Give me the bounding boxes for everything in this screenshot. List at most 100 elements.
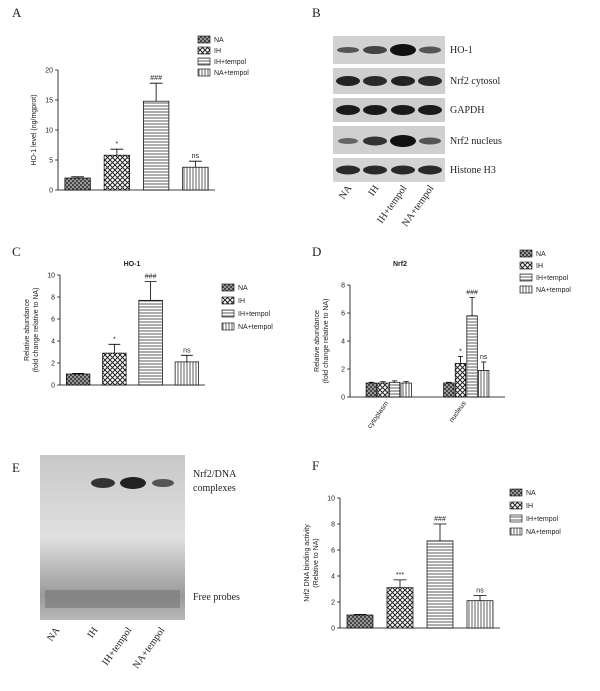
error-bar xyxy=(72,373,85,374)
legend-label: NA+tempol xyxy=(536,287,571,294)
legend-label: NA xyxy=(526,490,536,497)
y-tick-label: 2 xyxy=(331,600,335,607)
legend-swatch xyxy=(197,68,211,77)
gel-lane-label: NA+tempol xyxy=(131,625,168,671)
error-bar xyxy=(71,176,85,178)
chart-title: HO-1 xyxy=(124,261,141,268)
error-bar xyxy=(188,160,202,168)
y-tick-label: 6 xyxy=(51,317,55,324)
panel-label: B xyxy=(312,5,321,20)
error-bar xyxy=(180,354,193,362)
bar xyxy=(103,154,130,191)
legend-label: NA+tempol xyxy=(238,324,273,331)
y-tick-label: 4 xyxy=(51,339,55,346)
gel-lane-label: NA xyxy=(45,625,63,644)
y-tick-label: 0 xyxy=(49,188,53,195)
legend-swatch xyxy=(197,57,211,66)
bar xyxy=(102,352,127,386)
legend-label: IH+tempol xyxy=(526,516,559,523)
legend-swatch xyxy=(509,514,523,523)
y-tick-label: 6 xyxy=(331,548,335,555)
legend-swatch xyxy=(221,296,235,305)
x-tick-label: nucleus xyxy=(448,400,468,424)
bar xyxy=(443,382,455,398)
y-axis-label: Relative abundance xyxy=(24,299,31,361)
legend-label: IH+tempol xyxy=(536,275,569,282)
y-tick-label: 0 xyxy=(341,395,345,402)
error-bar xyxy=(380,381,386,383)
y-tick-label: 2 xyxy=(51,361,55,368)
significance-label: ns xyxy=(192,153,200,160)
error-bar xyxy=(446,381,452,383)
bar xyxy=(454,363,467,398)
y-tick-label: 0 xyxy=(331,626,335,633)
bar xyxy=(478,370,490,398)
y-tick-label: 2 xyxy=(341,367,345,374)
bar xyxy=(143,100,170,191)
panel-label: A xyxy=(12,5,22,20)
y-tick-label: 8 xyxy=(51,295,55,302)
legend-label: IH xyxy=(526,503,533,510)
legend-swatch xyxy=(221,283,235,292)
significance-label: ### xyxy=(434,516,446,523)
legend-swatch xyxy=(519,285,533,294)
bar xyxy=(65,373,91,386)
bar xyxy=(400,382,412,398)
band-label: complexes xyxy=(193,483,236,494)
legend-swatch xyxy=(509,501,523,510)
blot-lane-label: NA xyxy=(337,183,355,202)
error-bar xyxy=(144,281,157,301)
panel-label: E xyxy=(12,460,20,475)
significance-label: * xyxy=(116,141,119,148)
legend-swatch xyxy=(509,488,523,497)
bar xyxy=(388,381,401,398)
blot-lane-label: IH xyxy=(366,183,381,198)
error-bar xyxy=(368,381,374,383)
y-tick-label: 20 xyxy=(45,68,53,75)
legend-swatch xyxy=(519,261,533,270)
error-bar xyxy=(391,380,398,383)
blot-row-label: Nrf2 nucleus xyxy=(450,136,502,147)
legend-swatch xyxy=(197,35,211,44)
significance-label: ### xyxy=(145,274,157,281)
y-tick-label: 4 xyxy=(341,339,345,346)
significance-label: ns xyxy=(183,347,191,354)
y-tick-label: 6 xyxy=(341,311,345,318)
band-label: Nrf2/DNA xyxy=(193,469,237,480)
bar xyxy=(377,382,389,398)
emsa-gel xyxy=(40,455,185,620)
y-axis-label: (fold change relative to NA) xyxy=(323,299,330,384)
blot-row-label: HO-1 xyxy=(450,45,473,56)
significance-label: *** xyxy=(396,572,404,579)
bar xyxy=(64,177,91,191)
blot-row-label: GAPDH xyxy=(450,105,484,116)
blot-row-label: Histone H3 xyxy=(450,165,496,176)
bar xyxy=(426,540,454,629)
error-bar xyxy=(481,361,487,371)
legend-label: NA+tempol xyxy=(214,70,249,77)
western-blot xyxy=(333,36,445,182)
legend-swatch xyxy=(221,322,235,331)
significance-label: ns xyxy=(480,354,488,361)
error-bar xyxy=(149,82,163,102)
legend-label: NA+tempol xyxy=(526,529,561,536)
bar xyxy=(365,382,377,398)
legend-label: NA xyxy=(214,37,224,44)
legend-swatch xyxy=(509,527,523,536)
y-tick-label: 4 xyxy=(331,574,335,581)
y-tick-label: 8 xyxy=(331,522,335,529)
legend-label: IH xyxy=(536,263,543,270)
significance-label: ns xyxy=(476,588,484,595)
legend-swatch xyxy=(519,249,533,258)
band-label: Free probes xyxy=(193,592,240,603)
significance-label: ### xyxy=(150,75,162,82)
legend-label: NA xyxy=(536,251,546,258)
bar xyxy=(346,614,374,629)
significance-label: ### xyxy=(466,290,478,297)
error-bar xyxy=(433,523,447,541)
chart-title: Nrf2 xyxy=(393,261,407,268)
y-axis-label: Relative abundance xyxy=(314,310,321,372)
bar xyxy=(138,299,163,386)
bar xyxy=(182,166,209,191)
